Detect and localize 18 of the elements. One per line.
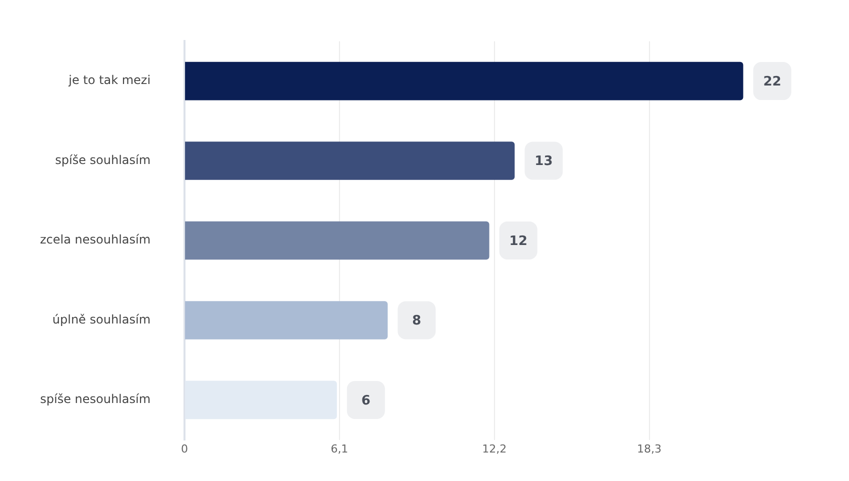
- y-tick-label: zcela nesouhlasím: [40, 232, 151, 247]
- data-label: 8: [412, 314, 422, 329]
- bar: [185, 142, 515, 180]
- x-tick-label: 6,1: [330, 442, 348, 456]
- y-tick-label: úplně souhlasím: [52, 312, 151, 326]
- data-label: 22: [763, 74, 782, 90]
- bar: [185, 221, 490, 260]
- y-tick-label: spíše nesouhlasím: [40, 392, 151, 406]
- x-tick-label: 12,2: [482, 442, 507, 456]
- data-label: 12: [509, 234, 528, 249]
- bar: [185, 301, 388, 340]
- bar: [185, 62, 744, 100]
- y-tick-label: spíše souhlasím: [55, 152, 151, 167]
- data-label: 13: [534, 154, 553, 170]
- x-tick-label: 18,3: [637, 442, 662, 456]
- y-tick-label: je to tak mezi: [68, 73, 151, 88]
- x-tick-label: 0: [181, 442, 188, 456]
- data-label: 6: [361, 393, 370, 408]
